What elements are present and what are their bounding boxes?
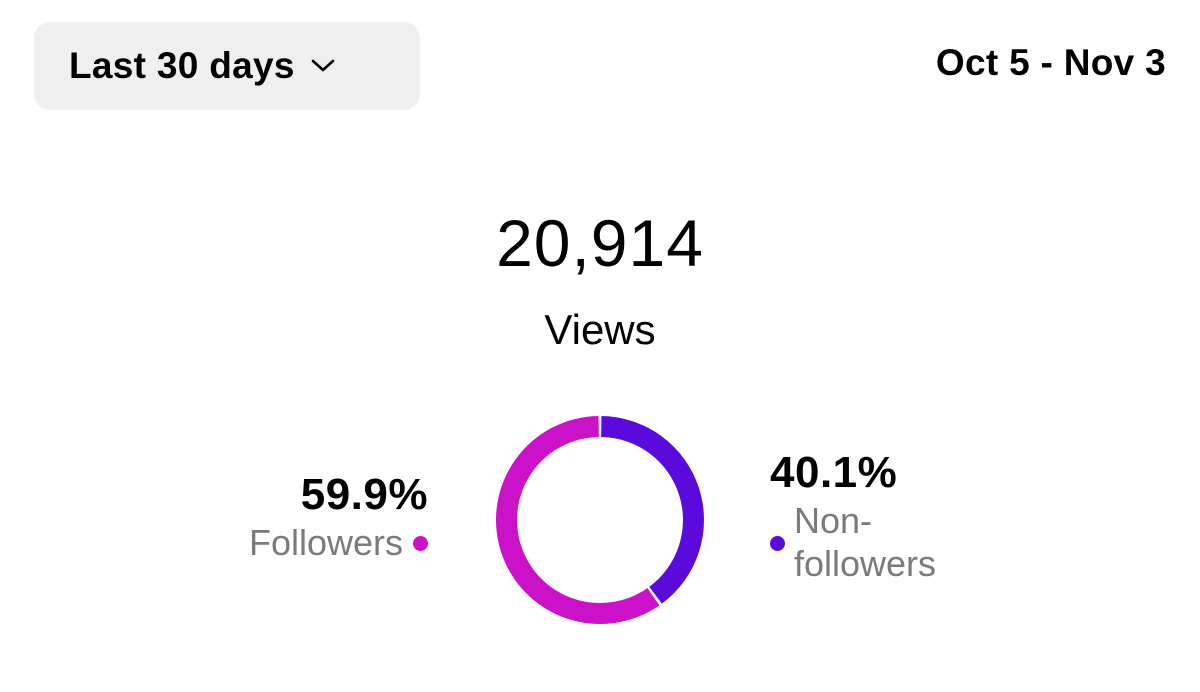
- total-views-value: 20,914: [496, 206, 704, 280]
- date-range-dropdown[interactable]: Last 30 days: [34, 22, 420, 110]
- followers-legend-dot: [413, 535, 428, 551]
- chevron-down-icon: [311, 59, 335, 73]
- non-followers-legend-dot: [770, 535, 785, 551]
- followers-segment-label: 59.9% Followers: [249, 470, 428, 564]
- non-followers-percentage: 40.1%: [770, 448, 898, 497]
- date-range-text: Oct 5 - Nov 3: [935, 42, 1166, 83]
- followers-legend-label: Followers: [248, 521, 403, 563]
- non-followers-donut-segment: [601, 416, 704, 604]
- date-range-dropdown-label: Last 30 days: [69, 45, 295, 86]
- non-followers-legend-label: Non-followers: [794, 499, 937, 584]
- views-donut-chart: [496, 416, 704, 624]
- non-followers-segment-label: 40.1% Non-followers: [770, 448, 984, 585]
- total-views-label: Views: [544, 306, 656, 353]
- followers-donut-segment: [496, 416, 660, 624]
- followers-percentage: 59.9%: [300, 470, 428, 519]
